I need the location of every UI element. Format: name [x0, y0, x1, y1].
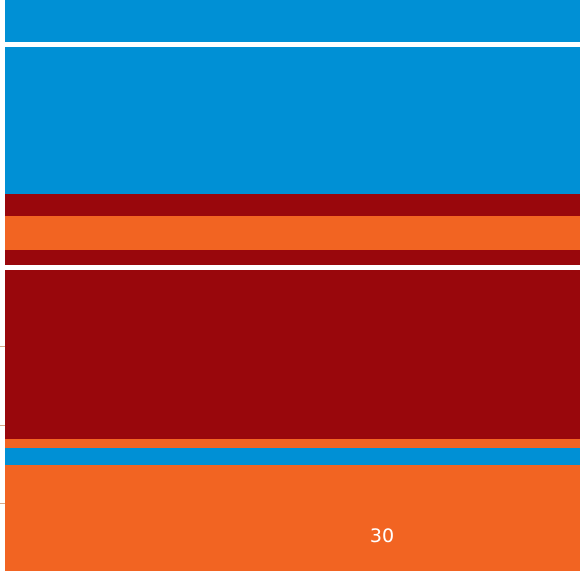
blue-band-top: [5, 0, 580, 42]
margin-tick-3: [0, 503, 5, 504]
orange-band-thin: [5, 439, 580, 448]
margin-tick-1: [0, 346, 5, 347]
dark-red-band-1: [5, 194, 580, 216]
page-number: 30: [369, 525, 395, 547]
white-gap-1: [5, 42, 580, 47]
dark-red-band-large: [5, 270, 580, 439]
orange-band-1: [5, 216, 580, 250]
blue-band-large: [5, 47, 580, 194]
white-gap-2: [5, 265, 580, 270]
orange-band-bottom: [5, 465, 580, 571]
margin-tick-2: [0, 425, 5, 426]
blue-band-thin: [5, 448, 580, 465]
dark-red-band-2: [5, 250, 580, 265]
left-margin: [0, 0, 5, 571]
